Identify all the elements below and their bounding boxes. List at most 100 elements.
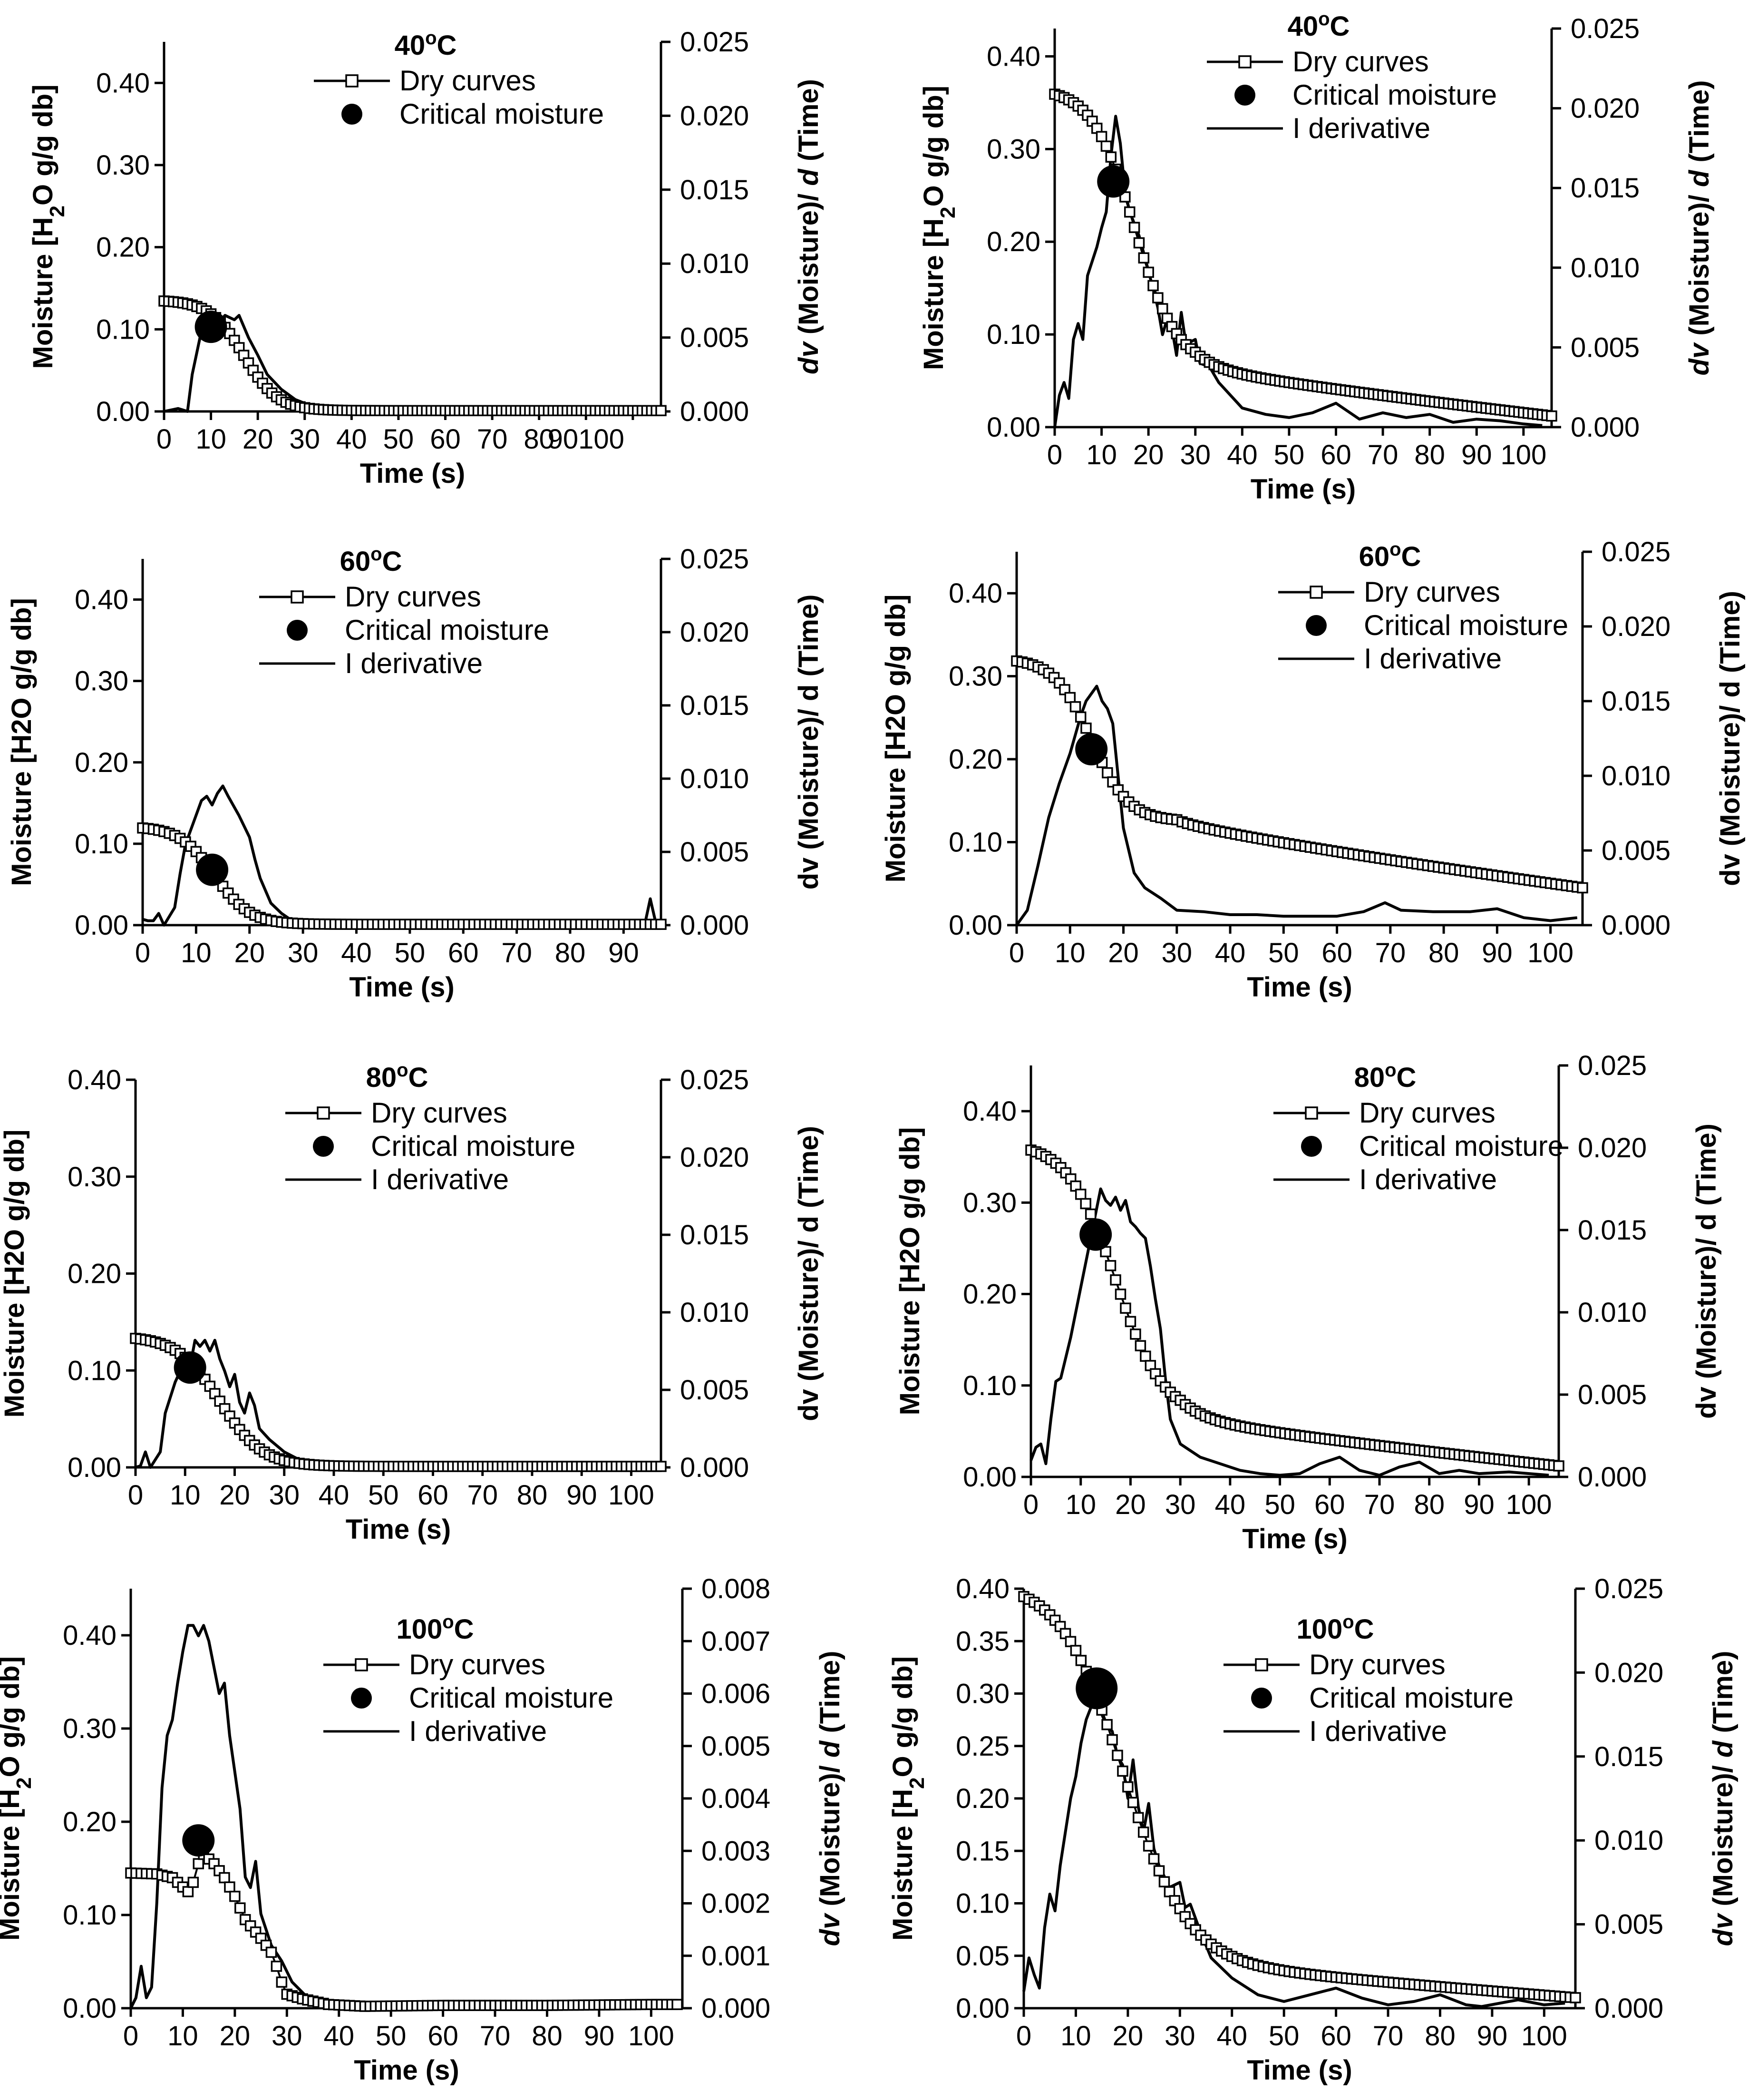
y2-tick-label: 0.015 bbox=[680, 690, 749, 721]
y-tick-label: 0.30 bbox=[75, 666, 128, 697]
y2-tick-label: 0.015 bbox=[680, 175, 749, 205]
x-tick-label: 90 bbox=[1477, 2021, 1508, 2051]
panel-title-value: 40 bbox=[395, 30, 426, 61]
x-tick-label: 40 bbox=[1215, 1489, 1246, 1520]
legend-derivative-label: I derivative bbox=[345, 647, 483, 679]
panel-title-value: 80 bbox=[1354, 1062, 1385, 1093]
dry-curve-point bbox=[1137, 1827, 1149, 1838]
y2-axis-title: dv (Moisture)/ d (Time) bbox=[793, 79, 824, 374]
y2-axis-title-part: dv bbox=[815, 1913, 845, 1946]
derivative-series-line bbox=[129, 1624, 672, 2009]
x-tick-label: 100 bbox=[1527, 938, 1573, 968]
legend-derivative-label: I derivative bbox=[1292, 112, 1430, 144]
legend-dry-label: Dry curves bbox=[345, 581, 481, 613]
x-tick-label: 10 bbox=[1086, 440, 1117, 470]
legend-dry-marker bbox=[1238, 55, 1252, 68]
x-tick-label: 60 bbox=[1321, 2021, 1351, 2051]
dry-curve-point bbox=[1138, 252, 1150, 264]
x-tick-label: 40 bbox=[1215, 938, 1246, 968]
legend-critical-marker bbox=[1301, 1136, 1322, 1157]
dry-curve-series-line bbox=[1016, 660, 1583, 889]
dry-curve-point bbox=[1120, 1302, 1131, 1314]
y-tick-label: 0.40 bbox=[949, 578, 1002, 609]
x-tick-label: 20 bbox=[243, 424, 273, 455]
x-tick-label: 0 bbox=[123, 2021, 138, 2051]
x-tick-label: 100 bbox=[1521, 2021, 1567, 2051]
legend-critical-marker bbox=[313, 1136, 334, 1157]
y-tick-label: 0.15 bbox=[956, 1836, 1010, 1866]
dry-curve-point bbox=[655, 1461, 667, 1472]
y2-tick-label: 0.025 bbox=[680, 1065, 749, 1095]
x-tick-label: 60 bbox=[1321, 440, 1351, 470]
x-tick-label: 40 bbox=[336, 424, 367, 455]
dry-curve-point bbox=[1064, 692, 1076, 703]
x-tick-label: 30 bbox=[272, 2021, 302, 2051]
y-tick-label: 0.30 bbox=[68, 1162, 121, 1192]
y2-axis-title: dv (Moisture)/ d (Time) bbox=[1691, 1123, 1722, 1419]
dry-curve-point bbox=[1105, 1260, 1117, 1271]
y-axis-title: Moisture [H2O g/g db] bbox=[894, 1127, 925, 1416]
x-tick-label: 80 bbox=[1428, 938, 1459, 968]
y2-axis-title-part: d bbox=[1708, 1733, 1738, 1758]
legend-dry-marker bbox=[1310, 586, 1323, 599]
panel-40c-left: 0.00 0.10 0.20 0.30 0.40 0.000 0.005 0.010 0.015… bbox=[28, 27, 824, 489]
y2-tick-label: 0.002 bbox=[701, 1888, 770, 1919]
x-tick-label: 80 bbox=[555, 938, 586, 968]
y-tick-label: 0.35 bbox=[956, 1626, 1010, 1657]
y-axis-title-part: Moisture [H bbox=[887, 1789, 918, 1941]
panel-title-unit: C bbox=[437, 30, 457, 61]
dry-curve-point bbox=[1112, 1749, 1123, 1761]
dry-curve-point bbox=[234, 1902, 246, 1914]
y2-axis-title: dv (Moisture)/ d (Time) bbox=[1715, 591, 1746, 886]
panel-40c-right: 0.00 0.10 0.20 0.30 0.40 0.000 0.005 0.010 0.015… bbox=[918, 9, 1715, 505]
x-tick-label: 30 bbox=[289, 424, 320, 455]
legend-derivative-label: I derivative bbox=[1359, 1163, 1497, 1195]
dry-curve-point bbox=[219, 1872, 230, 1884]
panel-title-value: 100 bbox=[396, 1614, 442, 1645]
x-tick-label: 90 bbox=[584, 2021, 615, 2051]
dry-curve-series-line bbox=[130, 1853, 678, 2008]
x-tick-label: 20 bbox=[220, 2021, 251, 2051]
y2-tick-label: 0.000 bbox=[680, 1452, 749, 1483]
x-tick-label: 60 bbox=[1321, 938, 1352, 968]
y-tick-label: 0.10 bbox=[963, 1370, 1017, 1401]
x-tick-label: 100 bbox=[608, 1480, 654, 1511]
y2-axis-title-part: (Moisture)/ bbox=[1708, 1758, 1738, 1914]
x-tick-label: 80 bbox=[532, 2021, 563, 2051]
legend-dry-marker bbox=[291, 590, 304, 604]
legend-dry-marker bbox=[1305, 1106, 1318, 1120]
panel-60c-left: 0.00 0.10 0.20 0.30 0.40 0.000 0.005 0.010 0.015… bbox=[6, 544, 824, 1003]
x-tick-label: 50 bbox=[376, 2021, 407, 2051]
panel-100c-right: 0.00 0.05 0.10 0.15 0.20 0.25 0.30 0.35 0.40 0.00… bbox=[887, 1573, 1738, 2086]
dry-curve-point bbox=[1080, 1198, 1091, 1210]
y2-tick-label: 0.005 bbox=[680, 322, 749, 353]
x-tick-label: 20 bbox=[1113, 2021, 1144, 2051]
x-axis-title: Time (s) bbox=[354, 2055, 459, 2086]
y-tick-label: 0.00 bbox=[956, 1993, 1010, 2024]
dry-curve-point bbox=[1148, 1853, 1160, 1865]
dry-curve-point bbox=[1124, 206, 1136, 218]
legend-critical-label: Critical moisture bbox=[1364, 609, 1568, 641]
dry-curve-point bbox=[1153, 1865, 1165, 1876]
y2-axis-title-part: (Time) bbox=[1684, 80, 1715, 163]
dry-curve-point bbox=[1125, 1316, 1136, 1328]
x-tick-label: 80 bbox=[524, 424, 554, 455]
dry-curve-point bbox=[1147, 280, 1159, 292]
y-axis-title-part: O g/g db] bbox=[0, 1656, 25, 1778]
panel-title-unit: C bbox=[1397, 1062, 1417, 1093]
dry-curve-point bbox=[1140, 1350, 1151, 1362]
x-tick-label: 40 bbox=[341, 938, 372, 968]
y2-tick-label: 0.010 bbox=[680, 248, 749, 279]
panel-title: 40oC bbox=[395, 28, 457, 61]
y2-tick-label: 0.015 bbox=[1602, 686, 1670, 717]
dry-curve-point bbox=[1096, 131, 1107, 142]
y-tick-label: 0.00 bbox=[75, 910, 128, 941]
y-axis-title-sub: 2 bbox=[46, 205, 69, 217]
y2-axis-title-part: (Moisture)/ bbox=[793, 186, 824, 342]
legend-dry-marker bbox=[1255, 1658, 1268, 1671]
y2-tick-label: 0.015 bbox=[1594, 1741, 1663, 1772]
dry-curve-point bbox=[1158, 1876, 1170, 1887]
dry-curve-point bbox=[1122, 1781, 1134, 1793]
y2-tick-label: 0.020 bbox=[1578, 1133, 1647, 1163]
